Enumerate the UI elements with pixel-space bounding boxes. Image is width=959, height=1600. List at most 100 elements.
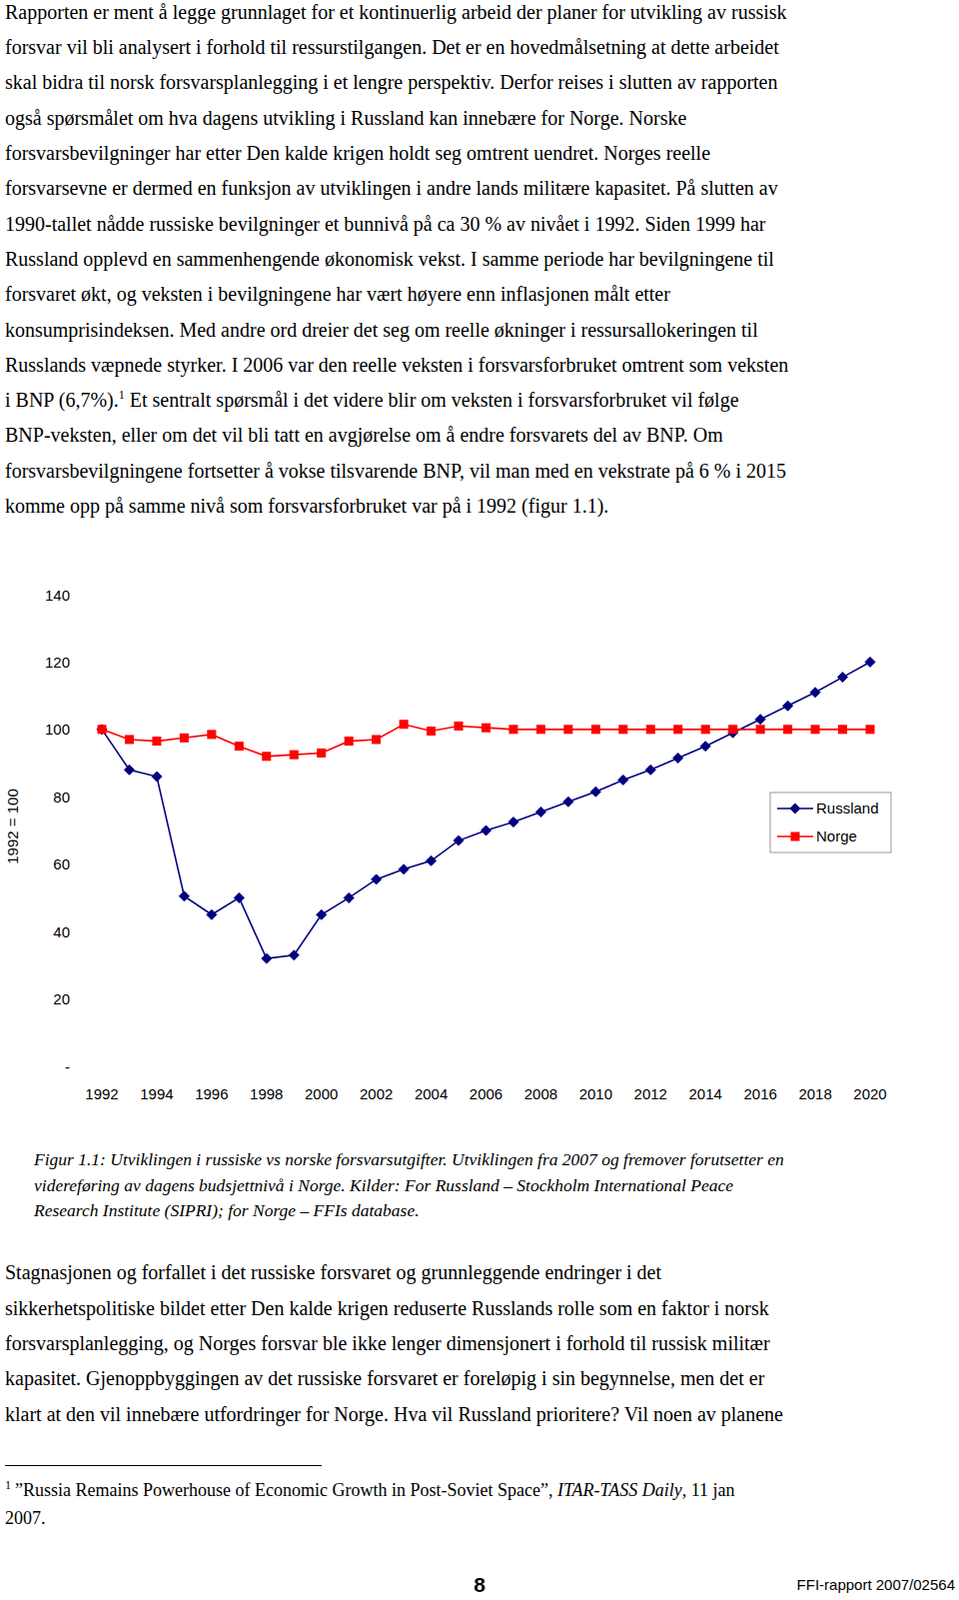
point — [398, 864, 409, 875]
x-tick-label: 2016 — [743, 1084, 777, 1102]
text-line: forsvarsplanlegging, og Norges forsvar b… — [4, 1325, 771, 1361]
point — [482, 723, 491, 732]
point — [151, 771, 162, 782]
legend-box — [770, 792, 892, 853]
y-tick-label: 140 — [44, 586, 70, 604]
plot-area — [96, 656, 876, 963]
y-tick-label: 60 — [52, 855, 70, 873]
point — [509, 725, 518, 734]
point — [674, 725, 683, 734]
x-tick-label: 2006 — [469, 1084, 503, 1102]
point — [124, 735, 133, 744]
point — [371, 874, 382, 885]
point — [838, 672, 849, 683]
text-line: Russland opplevd en sammenhengende økono… — [4, 241, 775, 277]
point — [564, 725, 573, 734]
point — [839, 725, 848, 734]
x-tick-label: 2008 — [524, 1084, 558, 1102]
text-run: , 11 jan — [682, 1479, 736, 1500]
series-line — [101, 661, 871, 959]
point — [453, 835, 464, 846]
page-number: 8 — [454, 1572, 505, 1597]
text-line: Russlands væpnede styrker. I 2006 var de… — [4, 347, 789, 383]
point — [700, 741, 711, 752]
text-run: i BNP (6,7%). — [4, 388, 119, 411]
point — [427, 727, 436, 736]
text-line: Rapporten er ment å legge grunnlaget for… — [4, 0, 788, 30]
point — [755, 714, 766, 725]
point — [97, 725, 106, 734]
text-line: klart at den vil innebære utfordringer f… — [4, 1396, 784, 1432]
text-line: kapasitet. Gjenoppbyggingen av det russi… — [4, 1360, 765, 1396]
legend-marker — [791, 832, 800, 841]
point — [729, 725, 738, 734]
text-line: sikkerhetspolitiske bildet etter Den kal… — [4, 1290, 770, 1326]
text-line: forsvarsbevilgninger har etter Den kalde… — [4, 135, 711, 171]
point — [289, 750, 298, 759]
legend-label: Norge — [816, 827, 858, 845]
text-run: ”Russia Remains Powerhouse of Economic G… — [14, 1479, 558, 1500]
legend-label: Russland — [816, 799, 880, 817]
point — [288, 950, 299, 960]
point — [701, 725, 710, 734]
point — [344, 737, 353, 746]
text-line: Stagnasjonen og forfallet i det russiske… — [4, 1254, 662, 1290]
point — [152, 737, 161, 746]
point — [645, 764, 656, 775]
point — [343, 892, 354, 903]
text-line: videreføring av dagens budsjettnivå i No… — [33, 1172, 734, 1199]
x-tick-label: 2018 — [798, 1084, 832, 1102]
legend-marker — [790, 803, 801, 814]
x-tick-label: 1998 — [249, 1084, 283, 1102]
y-tick-label: 20 — [52, 989, 70, 1007]
x-tick-label: 1996 — [194, 1084, 228, 1102]
text-run: Et sentralt spørsmål i det videre blir o… — [124, 388, 740, 411]
y-tick-label: - — [64, 1057, 70, 1075]
point — [673, 753, 684, 764]
text-run: 2007. — [4, 1507, 46, 1528]
y-tick-label: 40 — [52, 923, 70, 941]
text-line: konsumprisindeksen. Med andre ord dreier… — [4, 312, 759, 348]
text-line: også spørsmålet om hva dagens utvikling … — [4, 100, 687, 136]
point — [178, 891, 189, 902]
point — [481, 825, 492, 836]
text-line: 1990-tallet nådde russiske bevilgninger … — [4, 206, 766, 242]
text-line: Figur 1.1: Utviklingen i russiske vs nor… — [33, 1146, 785, 1173]
point — [784, 725, 793, 734]
y-tick-label: 120 — [44, 653, 70, 671]
point — [123, 764, 134, 775]
x-tick-label: 2004 — [414, 1084, 448, 1102]
text-line: forsvaret økt, og veksten i bevilgningen… — [4, 276, 671, 312]
point — [179, 733, 188, 742]
x-tick-label: 2000 — [304, 1084, 338, 1102]
point — [233, 892, 244, 903]
footnote-line: 2007. — [4, 1503, 46, 1532]
point — [783, 700, 794, 711]
point — [207, 730, 216, 739]
point — [866, 725, 875, 734]
point — [399, 720, 408, 729]
series-line — [101, 724, 871, 757]
point — [454, 721, 463, 730]
report-id: FFI-rapport 2007/02564 — [797, 1575, 956, 1593]
point — [811, 725, 820, 734]
footnote-marker: 1 — [4, 1477, 11, 1492]
x-tick-label: 2010 — [579, 1084, 613, 1102]
x-tick-label: 2020 — [853, 1084, 887, 1102]
legend: Russland Norge — [770, 792, 892, 853]
x-tick-label: 1994 — [139, 1084, 173, 1102]
text-line: Research Institute (SIPRI); for Norge – … — [33, 1197, 420, 1224]
x-tick-label: 2014 — [689, 1084, 723, 1102]
y-tick-label: 80 — [52, 788, 70, 806]
y-axis-label: 1992 = 100 — [3, 788, 21, 865]
point — [316, 909, 327, 920]
point — [536, 725, 545, 734]
point — [426, 855, 437, 866]
point — [508, 817, 519, 828]
y-tick-label: 100 — [44, 720, 70, 738]
text-run: ITAR-TASS Daily — [557, 1479, 683, 1500]
point — [535, 806, 546, 817]
text-line: skal bidra til norsk forsvarsplanlegging… — [4, 64, 778, 100]
point — [590, 786, 601, 797]
text-line: i BNP (6,7%).1 Et sentralt spørsmål i de… — [4, 382, 740, 418]
